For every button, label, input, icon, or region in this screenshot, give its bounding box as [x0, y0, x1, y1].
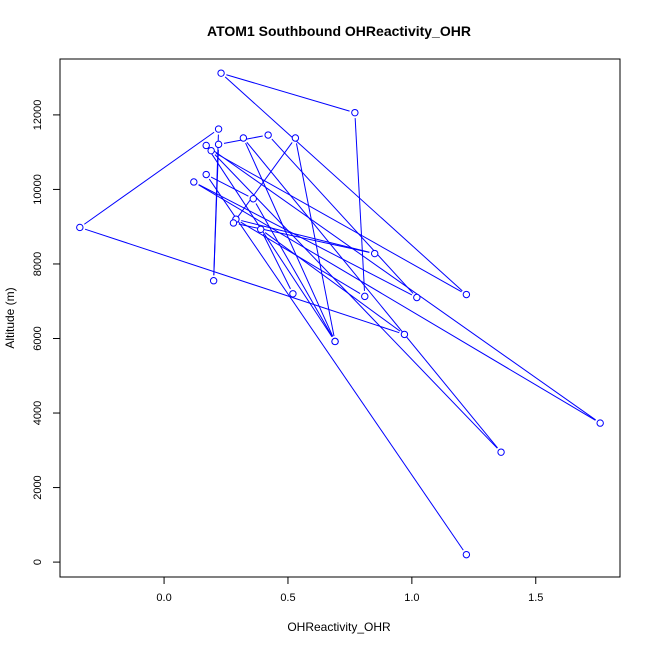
- data-point: [239, 134, 248, 142]
- series-segment: [236, 142, 293, 219]
- y-axis: 0 2000 4000 6000 8000 10000 12000: [32, 100, 60, 565]
- data-point: [400, 330, 409, 339]
- x-tick-label: 1.5: [528, 592, 543, 604]
- series-segment: [198, 184, 596, 421]
- series-segment: [84, 131, 215, 225]
- data-point: [462, 290, 471, 299]
- data-point: [214, 140, 223, 149]
- data-point: [202, 170, 210, 179]
- x-tick-label: 1.0: [404, 592, 419, 604]
- y-tick-label: 8000: [32, 252, 44, 276]
- data-point: [497, 448, 505, 456]
- data-point: [331, 337, 339, 346]
- y-tick-label: 4000: [32, 401, 44, 425]
- data-point: [351, 108, 359, 117]
- series-segment: [198, 184, 413, 296]
- series-segment: [295, 143, 335, 337]
- data-point: [462, 550, 471, 559]
- series-segment: [208, 178, 464, 551]
- series-segment: [262, 234, 291, 290]
- x-tick-label: 0.0: [156, 592, 171, 604]
- chart-title: ATOM1 Southbound OHReactivity_OHR: [207, 23, 471, 39]
- series-segment: [224, 76, 463, 292]
- series-segment: [84, 228, 400, 334]
- series-segment: [264, 232, 401, 332]
- data-point: [229, 219, 238, 227]
- data-point: [596, 419, 604, 427]
- series-segment: [246, 141, 498, 449]
- data-point: [209, 277, 218, 285]
- y-tick-label: 2000: [32, 475, 44, 499]
- data-point: [202, 141, 210, 150]
- series-segment: [245, 142, 334, 337]
- series-segment: [208, 149, 333, 338]
- series-segment: [241, 220, 370, 253]
- series-segment: [354, 118, 365, 291]
- data-point: [257, 225, 265, 234]
- plot-frame: [59, 58, 621, 578]
- data-point: [249, 195, 257, 203]
- data-point: [291, 134, 300, 142]
- y-tick-label: 0: [32, 559, 44, 565]
- y-tick-label: 10000: [32, 174, 44, 205]
- series-segment: [271, 138, 414, 294]
- data-point: [190, 178, 198, 186]
- data-point: [264, 131, 272, 139]
- x-axis-label: OHReactivity_OHR: [287, 620, 391, 634]
- y-axis-label: Altitude (m): [3, 287, 17, 348]
- data-point: [413, 293, 421, 302]
- data-point: [289, 290, 297, 298]
- data-point: [370, 249, 379, 258]
- y-tick-label: 6000: [32, 326, 44, 350]
- series-segment: [255, 203, 333, 337]
- data-point: [76, 223, 84, 232]
- data-point: [214, 125, 223, 133]
- series-segment: [213, 134, 219, 276]
- series-segment: [214, 154, 498, 449]
- y-tick-label: 12000: [32, 100, 44, 131]
- series-layer: [76, 69, 604, 559]
- data-point: [361, 292, 369, 301]
- data-point: [207, 146, 215, 155]
- x-axis: 0.0 0.5 1.0 1.5: [156, 577, 543, 604]
- data-point: [217, 69, 225, 77]
- series-segment: [215, 152, 462, 293]
- x-tick-label: 0.5: [280, 592, 295, 604]
- series-segment: [210, 148, 596, 421]
- series-segment: [226, 74, 350, 112]
